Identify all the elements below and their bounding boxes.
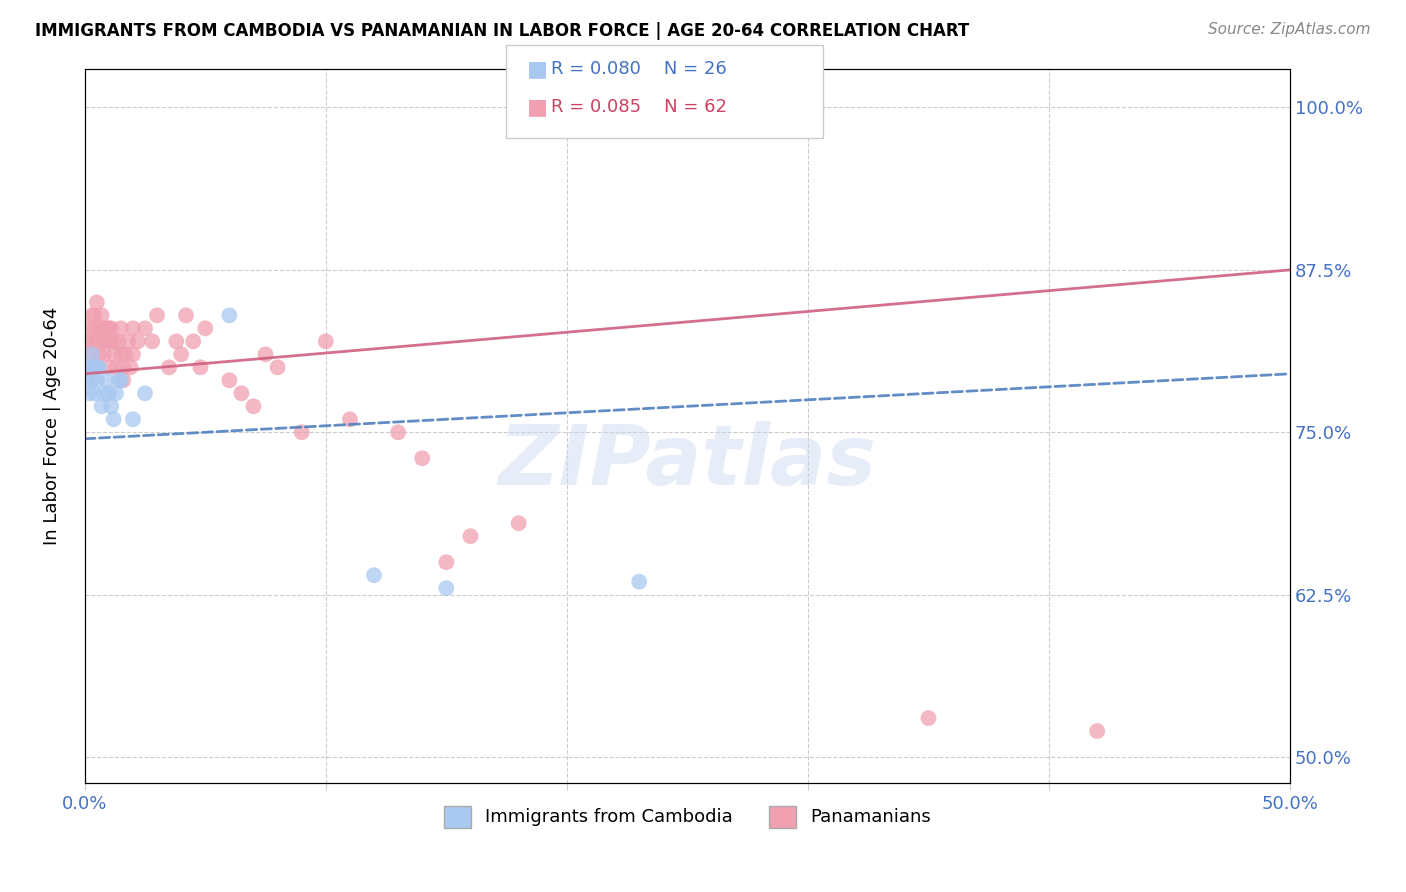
Text: ZIPatlas: ZIPatlas (499, 421, 876, 502)
Point (80, 309, 103, 323)
Point (146, 309, 169, 323)
Point (291, 425, 314, 440)
Point (110, 347, 132, 361)
Point (628, 574, 651, 589)
Point (89, 360, 111, 375)
Text: R = 0.085    N = 62: R = 0.085 N = 62 (551, 98, 727, 116)
Point (460, 529, 482, 543)
Point (89, 321, 111, 335)
Point (434, 555, 457, 569)
Point (80, 334, 103, 349)
Point (508, 516, 530, 531)
Point (218, 373, 240, 387)
Point (96, 373, 118, 387)
Point (79, 360, 101, 375)
Point (411, 451, 433, 466)
Point (112, 360, 135, 375)
Point (120, 360, 142, 375)
Point (157, 360, 180, 375)
Point (218, 309, 240, 323)
Point (80, 347, 103, 361)
Point (86, 360, 108, 375)
Point (363, 568, 385, 582)
Point (76, 360, 98, 375)
Point (90, 334, 112, 349)
Point (93, 347, 115, 361)
Point (96, 334, 118, 349)
Point (107, 334, 129, 349)
Point (80, 373, 103, 387)
Point (96, 321, 118, 335)
Point (194, 321, 217, 335)
Point (105, 386, 128, 401)
Point (93, 386, 115, 401)
Point (122, 347, 145, 361)
Point (83, 386, 105, 401)
Point (103, 334, 125, 349)
Point (97, 360, 120, 375)
Point (79, 321, 101, 335)
Y-axis label: In Labor Force | Age 20-64: In Labor Force | Age 20-64 (44, 307, 60, 545)
Text: R = 0.080    N = 26: R = 0.080 N = 26 (551, 60, 727, 78)
Point (174, 309, 197, 323)
Point (122, 321, 145, 335)
Text: Source: ZipAtlas.com: Source: ZipAtlas.com (1208, 22, 1371, 37)
Point (134, 321, 156, 335)
Point (190, 360, 212, 375)
Point (117, 334, 139, 349)
Point (83, 321, 105, 335)
Point (107, 373, 129, 387)
Point (86, 360, 108, 375)
Text: IMMIGRANTS FROM CAMBODIA VS PANAMANIAN IN LABOR FORCE | AGE 20-64 CORRELATION CH: IMMIGRANTS FROM CAMBODIA VS PANAMANIAN I… (35, 22, 969, 40)
Point (141, 334, 163, 349)
Point (86, 295, 108, 310)
Point (89, 347, 111, 361)
Point (917, 711, 939, 725)
Point (105, 360, 128, 375)
Point (79, 347, 101, 361)
Point (79, 386, 101, 401)
Point (76, 334, 98, 349)
Point (254, 347, 277, 361)
Point (83, 360, 105, 375)
Point (434, 581, 457, 595)
Text: ■: ■ (527, 97, 548, 117)
Point (83, 309, 105, 323)
Point (110, 321, 132, 335)
Point (97, 321, 120, 335)
Point (86, 334, 108, 349)
Point (103, 347, 125, 361)
Point (90, 309, 112, 323)
Point (315, 334, 337, 349)
Point (127, 334, 149, 349)
Point (90, 399, 112, 413)
Point (165, 334, 187, 349)
Point (76, 360, 98, 375)
Point (100, 321, 122, 335)
Point (114, 347, 136, 361)
Point (112, 373, 135, 387)
Point (103, 412, 125, 426)
Point (181, 334, 204, 349)
Point (110, 373, 132, 387)
Point (93, 321, 115, 335)
Text: ■: ■ (527, 59, 548, 78)
Point (122, 412, 145, 426)
Point (387, 425, 409, 440)
Point (100, 399, 122, 413)
Point (86, 373, 108, 387)
Point (231, 386, 253, 401)
Point (170, 347, 193, 361)
Point (242, 399, 264, 413)
Point (339, 412, 361, 426)
Point (1085, 724, 1108, 739)
Point (76, 373, 98, 387)
Legend: Immigrants from Cambodia, Panamanians: Immigrants from Cambodia, Panamanians (436, 798, 938, 835)
Point (100, 334, 122, 349)
Point (97, 386, 120, 401)
Point (266, 360, 288, 375)
Point (134, 386, 156, 401)
